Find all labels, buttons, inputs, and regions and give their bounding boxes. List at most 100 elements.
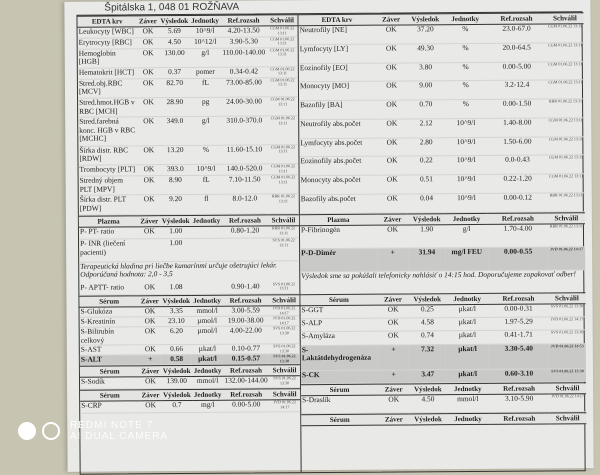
test-vysledok: 37.20 <box>406 24 444 44</box>
test-zaver: OK <box>137 117 160 146</box>
test-jednotky: µkat/l <box>446 369 490 383</box>
test-name: Lymfocyty [LY] <box>298 44 376 64</box>
header-vysledok: Výsledok <box>406 13 444 25</box>
test-schvalil: RBR 01.06.22 13:11 <box>268 225 300 239</box>
test-vysledok: 82.70 <box>159 78 191 98</box>
test-ref: 4.20-13.50 <box>220 25 267 38</box>
test-jednotky: µkat/l <box>446 344 490 370</box>
watermark-dot-icon <box>18 422 36 440</box>
test-name: P- APTT- ratio <box>79 282 139 296</box>
table-row: S-Bilirubín celkový OK 6.20 µmol/l 4.00-22.0… <box>79 325 300 346</box>
test-zaver: OK <box>376 137 408 157</box>
test-vysledok: 349.0 <box>159 116 191 146</box>
test-zaver: OK <box>376 225 409 249</box>
test-vysledok: 393.0 <box>159 164 191 176</box>
test-schvalil: JVD 01.06.22 14:17 <box>549 393 587 412</box>
header-vysledok: Výsledok <box>161 365 193 377</box>
table-row: Šírka distr. PLT [PDW] OK 9.20 fl 8.0-12.0 RB… <box>78 194 299 216</box>
test-ref: 1.50-6.00 <box>487 136 548 156</box>
test-ref: 0.00-5.00 <box>486 61 547 81</box>
header-ref: Ref.rozsah <box>488 292 549 305</box>
test-name: S-CK <box>300 370 378 384</box>
test-ref: 0.34-0.42 <box>220 66 268 78</box>
test-name: P- PT- ratio <box>78 226 139 240</box>
test-schvalil: SVS 01.06.22 13:30 <box>548 303 586 318</box>
table-row: P-D-Dimér +31.94 mg/l FEU 0.00-0.55 JVD 01.0… <box>300 246 586 273</box>
section-edta-krv: EDTA krv Záver Výsledok Jednotky Ref.rozsah S… <box>77 14 299 216</box>
test-ref <box>222 238 269 261</box>
test-zaver: OK <box>139 326 162 345</box>
test-zaver: OK <box>376 193 409 213</box>
lab-address: Špitálska 1, 048 01 ROŽŇAVA <box>104 1 240 14</box>
test-ref: 310.0-370.0 <box>221 116 268 146</box>
test-zaver: OK <box>378 395 410 413</box>
watermark-ring-icon <box>42 422 60 440</box>
test-zaver: OK <box>137 97 160 118</box>
test-schvalil: CGM 01.06.22 13:11 <box>547 173 585 193</box>
table-row: Lymfocyty [LY] OK 49.30% 20.0-64.5 CGM 01.06… <box>298 42 584 64</box>
test-name: Neutrofily abs.počet <box>299 119 377 139</box>
watermark-line1: REDMI NOTE 7 <box>70 420 154 431</box>
test-vysledok: 0.22 <box>407 156 445 175</box>
test-vysledok: 139.00 <box>161 376 193 389</box>
test-vysledok: 3.80 <box>407 62 445 82</box>
test-ref: 3.10-5.90 <box>489 394 550 412</box>
test-vysledok: 0.25 <box>408 304 446 319</box>
test-vysledok: 0.51 <box>407 174 446 194</box>
header-vysledok: Výsledok <box>408 293 446 305</box>
header-section-title: Sérum <box>79 365 140 378</box>
header-jednotky: Jednotky <box>446 413 490 425</box>
header-ref: Ref.rozsah <box>222 294 269 307</box>
header-jednotky: Jednotky <box>446 383 490 395</box>
header-jednotky: Jednotky <box>191 295 223 307</box>
header-jednotky: Jednotky <box>191 215 222 227</box>
test-name: Monocyty [MO] <box>298 81 376 101</box>
test-zaver: OK <box>139 400 162 413</box>
test-jednotky: pomer <box>190 67 221 79</box>
test-vysledok: 0.74 <box>408 331 447 345</box>
test-vysledok: 31.94 <box>408 247 446 272</box>
table-row: Stred.obj.RBC [MCV] OK 82.70 fL 73.00-85.00 C… <box>77 77 299 99</box>
test-zaver: + <box>377 248 409 272</box>
test-schvalil: SVS 01.06.22 13:30 <box>269 375 301 388</box>
test-vysledok: 1.00 <box>160 238 192 262</box>
table-row: Neutrofily abs.počet OK 2.12 10^9/l 1.40-8.0… <box>299 117 585 139</box>
results-frame: EDTA krv Záver Výsledok Jednotky Ref.rozsah S… <box>76 11 587 475</box>
section-sérum: Sérum Záver Výsledok Jednotky Ref.rozsah Schv… <box>301 382 587 414</box>
test-schvalil: JVD 01.06.22 14:17 <box>269 399 301 412</box>
test-ref: 20.0-64.5 <box>486 42 547 62</box>
test-schvalil: CGM 01.06.22 13:11 <box>266 47 298 67</box>
test-ref: 11.60-15.10 <box>221 144 268 165</box>
test-zaver: OK <box>138 195 161 215</box>
results-table: Sérum Záver Výsledok Jednotky Ref.rozsah Schv… <box>79 364 301 390</box>
test-zaver: OK <box>375 62 408 82</box>
header-ref: Ref.rozsah <box>487 212 548 225</box>
test-name: Stred.obj.RBC [MCV] <box>77 78 138 99</box>
test-name: S-ALP <box>300 318 378 333</box>
test-name: S-Laktátdehydrogenáza <box>300 345 378 371</box>
right-column: EDTA krv Záver Výsledok Jednotky Ref.rozsah S… <box>298 12 587 444</box>
test-jednotky: % <box>190 145 222 165</box>
test-name: Šírka distr. RBC [RDW] <box>78 145 138 166</box>
table-row: Lymfocyty abs.počet OK 2.80 10^9/l 1.50-6.00… <box>299 136 585 157</box>
test-zaver: OK <box>376 175 408 194</box>
test-ref: 0.0-0.43 <box>487 155 548 175</box>
camera-watermark: REDMI NOTE 7 AI DUAL CAMERA <box>18 420 168 442</box>
results-table: Sérum Záver Výsledok Jednotky Ref.rozsah Schv… <box>301 382 587 414</box>
test-zaver: + <box>377 369 410 383</box>
header-ref: Ref.rozsah <box>223 388 270 401</box>
header-jednotky: Jednotky <box>192 365 223 377</box>
test-ref: 0.00-0.55 <box>488 247 549 271</box>
test-ref: 132.00-144.00 <box>222 375 270 389</box>
test-ref: 1.40-8.00 <box>487 117 548 137</box>
section-edta-krv: EDTA krv Záver Výsledok Jednotky Ref.rozsah S… <box>298 12 585 214</box>
test-jednotky: g/l <box>445 224 489 248</box>
results-table: Sérum Záver Výsledok Jednotky Ref.rozsah Schv… <box>301 412 587 444</box>
header-ref: Ref.rozsah <box>489 412 550 425</box>
test-jednotky: fL <box>190 175 222 195</box>
test-name: Stredný objem PLT [MPV] <box>78 176 139 196</box>
test-jednotky: g/l <box>189 47 221 68</box>
results-table: Sérum Záver Výsledok Jednotky Ref.rozsah Schv… <box>300 292 587 384</box>
header-schvalil: Schválil <box>549 412 587 424</box>
test-zaver: OK <box>137 175 161 196</box>
